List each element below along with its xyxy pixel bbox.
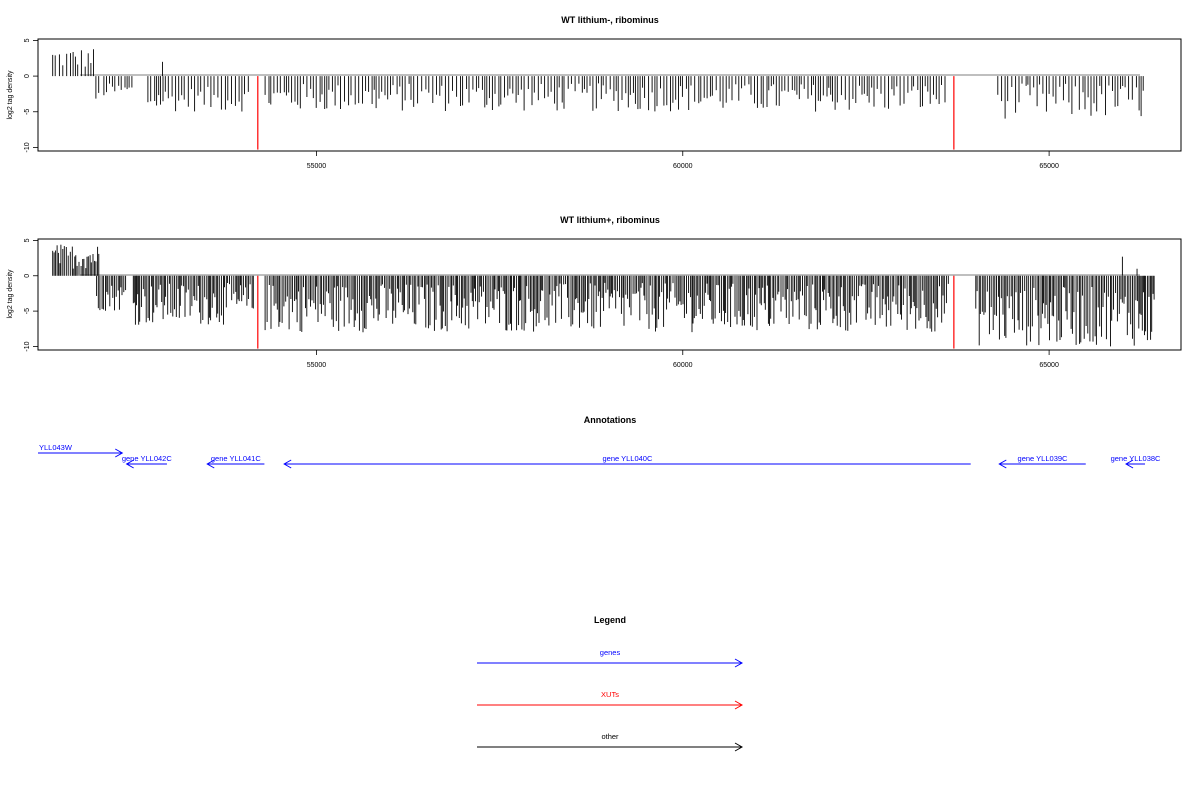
legend: Legend genes XUTs other [477,615,744,752]
gene-arrow-head [283,459,292,469]
legend-label: other [601,732,619,741]
gene-arrow-head [1125,459,1134,469]
y-axis: 5 0 -5 -10 [24,238,39,352]
panel-lithium-minus: WT lithium-, ribominus log2 tag density … [7,15,1182,170]
y-tick-label: -10 [24,341,31,351]
legend-arrow-head [734,742,744,752]
x-tick-label: 65000 [1039,163,1059,170]
plot-frame [37,38,1182,152]
panel-title: WT lithium+, ribominus [560,215,660,225]
y-tick-label: 0 [24,74,31,78]
y-tick-label: 0 [24,274,31,278]
annotations-title: Annotations [584,415,637,425]
gene-label: YLL043W [39,443,73,452]
y-axis-label: log2 tag density [7,269,14,319]
legend-title: Legend [594,615,626,625]
x-tick-label: 60000 [673,163,693,170]
gene-arrow-head [125,459,134,469]
gene-label: gene YLL039C [1018,454,1068,463]
coverage-bars [52,49,1144,119]
gene-label: gene YLL041C [211,454,261,463]
y-tick-label: 5 [24,38,31,42]
x-tick-label: 65000 [1039,362,1059,369]
y-tick-label: 5 [24,238,31,242]
gene-arrow-head [998,459,1007,469]
panel-lithium-plus: WT lithium+, ribominus log2 tag density … [7,215,1182,369]
x-tick-label: 60000 [673,362,693,369]
panel-title: WT lithium-, ribominus [561,15,659,25]
gene-arrows: YLL043W gene YLL042C gene YLL041C gene YLL0… [38,443,1161,469]
y-axis: 5 0 -5 -10 [24,38,39,152]
annotations-track: Annotations YLL043W gene YLL042C gene YLL0… [38,415,1161,469]
coverage-bars [52,244,1155,347]
x-axis: 55000 60000 65000 [307,349,1059,369]
x-axis: 55000 60000 65000 [307,150,1059,170]
gene-label: gene YLL040C [602,454,652,463]
xut-markers [257,76,955,150]
y-axis-label: log2 tag density [7,70,14,120]
x-tick-label: 55000 [307,163,327,170]
gene-arrow-head [206,459,215,469]
legend-items: genes XUTs other [477,648,744,752]
y-tick-label: -10 [24,142,31,152]
legend-label: XUTs [601,690,619,699]
xut-markers [257,275,955,349]
gene-label: gene YLL042C [122,454,172,463]
legend-arrow-head [734,658,744,668]
gene-label: gene YLL038C [1111,454,1161,463]
gene-arrow-head [115,448,124,458]
y-tick-label: -5 [24,308,31,314]
legend-label: genes [600,648,621,657]
x-tick-label: 55000 [307,362,327,369]
legend-arrow-head [734,700,744,710]
y-tick-label: -5 [24,109,31,115]
